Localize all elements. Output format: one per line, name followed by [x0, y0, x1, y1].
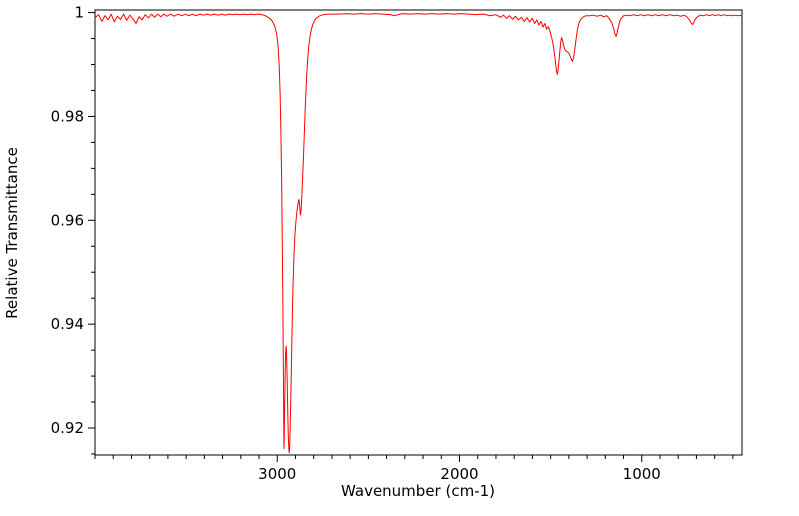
y-tick-label: 0.94 [51, 315, 84, 333]
plot-area: 3000 2000 1000 0.92 0.94 0.96 0.98 1 [51, 4, 743, 483]
plot-border [94, 9, 743, 456]
y-axis-title: Relative Transmittance [3, 147, 21, 319]
y-tick-label: 1 [74, 4, 84, 22]
spectrum-line [94, 13, 743, 454]
x-tick-label: 3000 [258, 465, 296, 483]
y-tick-label: 0.92 [51, 419, 84, 437]
y-tick-label: 0.96 [51, 211, 84, 229]
x-axis-title: Wavenumber (cm-1) [341, 482, 495, 500]
y-tick-label: 0.98 [51, 107, 84, 125]
x-tick-label: 1000 [623, 465, 661, 483]
x-tick-label: 2000 [440, 465, 478, 483]
